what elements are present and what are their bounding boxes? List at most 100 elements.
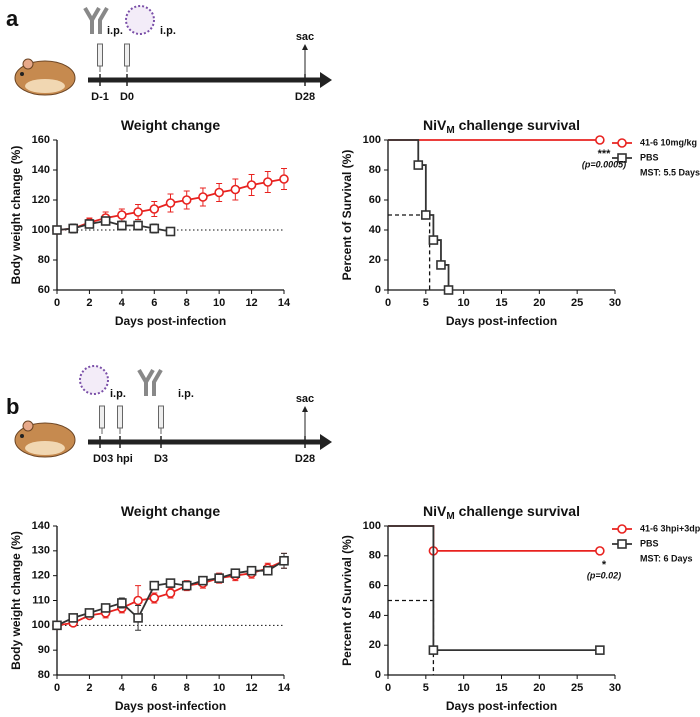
route-label: i.p. (107, 25, 123, 37)
marker (52, 225, 62, 235)
y-tick-label: 160 (32, 134, 50, 146)
marker (133, 220, 143, 231)
y-tick-label: 80 (38, 669, 50, 681)
x-tick-label: 2 (86, 682, 92, 694)
y-tick-label: 20 (369, 639, 381, 651)
x-tick-label: 5 (423, 682, 429, 694)
title-subscript: M (446, 511, 454, 522)
marker (428, 645, 439, 655)
hamster-ear (22, 58, 34, 70)
title-text: challenge survival (455, 503, 580, 519)
marker (595, 645, 605, 655)
x-tick-label: 6 (151, 682, 157, 694)
marker (117, 220, 127, 231)
x-tick-label: 8 (184, 297, 190, 309)
y-tick-label: 100 (363, 520, 381, 532)
x-axis-label: Days post-infection (115, 699, 226, 713)
marker (230, 568, 241, 578)
y-tick-label: 110 (32, 594, 50, 606)
y-tick-label: 90 (38, 644, 50, 656)
marker (100, 216, 111, 226)
x-tick-label: 10 (458, 682, 470, 694)
x-tick-label: 0 (385, 297, 391, 309)
hamster-belly (25, 79, 65, 93)
hamster-eye (20, 72, 24, 76)
x-tick-label: 5 (423, 297, 429, 309)
significance: * (602, 559, 607, 571)
panel-label: a (6, 6, 19, 31)
x-axis-label: Days post-infection (115, 314, 226, 328)
marker (84, 219, 95, 229)
y-tick-label: 60 (38, 284, 50, 296)
marker (165, 588, 176, 598)
antibody-icon (83, 6, 109, 34)
marker (68, 613, 79, 623)
marker (181, 580, 192, 591)
marker (617, 524, 627, 534)
y-tick-label: 20 (369, 254, 381, 266)
x-tick-label: 15 (495, 682, 507, 694)
timeline-arrowhead (320, 72, 332, 88)
title-text: NiV (423, 117, 447, 133)
timeline-label: D-1 (91, 91, 109, 103)
chart-title: Weight change (121, 503, 221, 519)
y-tick-label: 80 (369, 164, 381, 176)
x-tick-label: 0 (385, 682, 391, 694)
mst-label: MST: 6 Days (640, 553, 693, 563)
y-tick-label: 120 (32, 194, 50, 206)
legend-label: PBS (640, 538, 659, 548)
marker (117, 598, 127, 608)
hamster-belly (25, 441, 65, 455)
x-tick-label: 12 (245, 297, 257, 309)
y-tick-label: 60 (369, 194, 381, 206)
x-tick-label: 25 (571, 297, 583, 309)
y-tick-label: 140 (32, 164, 50, 176)
marker (165, 578, 176, 588)
route-label: i.p. (110, 388, 126, 400)
legend-label: 41-6 10mg/kg (640, 137, 697, 147)
marker (279, 555, 289, 566)
x-tick-label: 25 (571, 682, 583, 694)
y-tick-label: 140 (32, 520, 50, 532)
hamster-eye (20, 434, 24, 438)
title-subscript: M (446, 125, 454, 136)
marker (421, 210, 431, 220)
marker (133, 595, 143, 606)
marker (117, 210, 127, 220)
p-value: (p=0.02) (587, 570, 621, 580)
timeline-label: D0 (120, 91, 134, 103)
virus-icon (125, 5, 155, 35)
survival-curve (388, 525, 600, 652)
significance: *** (598, 148, 612, 160)
marker (149, 580, 160, 591)
marker (68, 223, 79, 234)
x-axis-label: Days post-infection (446, 699, 557, 713)
y-axis-label: Percent of Survival (%) (340, 150, 354, 281)
marker (165, 198, 176, 208)
x-tick-label: 10 (213, 297, 225, 309)
route-label: i.p. (160, 25, 176, 37)
marker (246, 565, 257, 576)
marker (214, 187, 224, 198)
x-tick-label: 4 (119, 682, 126, 694)
x-tick-label: 30 (609, 682, 621, 694)
syringe (97, 43, 103, 67)
x-tick-label: 0 (54, 682, 60, 694)
p-value: (p=0.0005) (582, 159, 626, 169)
y-axis-label: Percent of Survival (%) (340, 535, 354, 666)
endpoint-label: sac (296, 393, 314, 405)
y-tick-label: 80 (369, 550, 381, 562)
panel-label: b (6, 394, 19, 419)
x-tick-label: 20 (533, 297, 545, 309)
timeline-label: D28 (295, 453, 315, 465)
x-tick-label: 20 (533, 682, 545, 694)
x-tick-label: 14 (278, 682, 291, 694)
marker (246, 180, 257, 190)
x-tick-label: 30 (609, 297, 621, 309)
timeline-arrowhead (320, 434, 332, 450)
survival-curve (388, 525, 600, 552)
marker (617, 539, 627, 549)
y-tick-label: 120 (32, 570, 50, 582)
marker (617, 138, 627, 148)
